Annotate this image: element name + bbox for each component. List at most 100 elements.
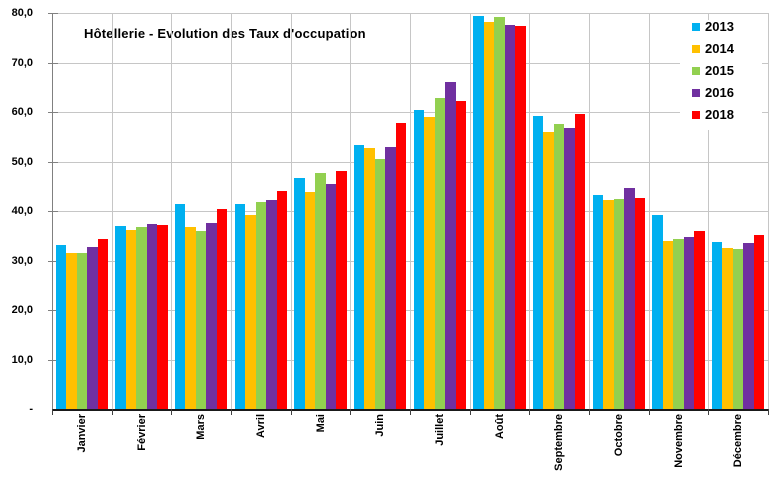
vertical-gridline	[231, 13, 232, 409]
bar-2016-Septembre	[564, 128, 575, 409]
bar-2013-Septembre	[532, 115, 544, 409]
x-axis-label: Août	[493, 414, 506, 440]
vertical-gridline	[768, 13, 769, 409]
bar-2018-Août	[515, 25, 526, 409]
bar-2015-Janvier	[76, 252, 88, 409]
x-axis-label: Février	[135, 414, 148, 451]
bar-2016-Avril	[266, 200, 277, 409]
vertical-gridline	[350, 13, 352, 409]
legend-item-2018: 2018	[680, 108, 762, 122]
x-axis-label: Novembre	[672, 414, 685, 468]
legend-swatch-2013	[692, 23, 700, 31]
y-axis-label: 60,0	[11, 106, 33, 118]
bar-2013-Juillet	[413, 109, 425, 409]
legend-item-2013: 2013	[680, 20, 762, 34]
bar-2014-Août	[483, 21, 495, 409]
x-axis-label: Décembre	[732, 414, 745, 468]
bar-2015-Novembre	[673, 239, 684, 409]
bar-2016-Décembre	[743, 243, 754, 409]
bar-2014-Décembre	[722, 248, 733, 409]
bar-2018-Juin	[395, 123, 407, 409]
vertical-gridline	[648, 13, 650, 409]
x-axis-tick	[171, 409, 173, 415]
x-axis-label: Juillet	[433, 414, 446, 446]
bar-2016-Mars	[206, 222, 217, 409]
y-axis-label: 10,0	[11, 353, 33, 366]
bar-2018-Septembre	[574, 113, 586, 409]
bar-2018-Décembre	[753, 235, 765, 409]
y-axis-label: 30,0	[11, 254, 33, 267]
bar-2014-Février	[125, 229, 137, 409]
vertical-gridline	[171, 13, 173, 409]
vertical-gridline	[290, 13, 292, 409]
vertical-gridline	[708, 13, 710, 409]
legend-item-2016: 2016	[680, 86, 762, 100]
bar-2016-Octobre	[624, 187, 635, 409]
vertical-gridline	[410, 13, 411, 409]
bar-2016-Juillet	[445, 82, 456, 409]
x-axis-tick	[469, 409, 471, 415]
x-axis-label: Mai	[314, 414, 327, 433]
chart-title: Hôtellerie - Evolution des Taux d'occupa…	[84, 26, 366, 41]
x-axis-tick	[290, 409, 292, 415]
x-axis-label: Avril	[254, 414, 267, 439]
bar-2013-Juin	[353, 144, 365, 409]
bar-2015-Décembre	[732, 248, 744, 409]
bar-2013-Décembre	[711, 242, 723, 409]
bar-2018-Novembre	[694, 230, 705, 409]
bar-2015-Mars	[195, 231, 207, 409]
vertical-gridline	[529, 13, 531, 409]
x-axis-label: Octobre	[612, 414, 625, 457]
bar-2016-Mai	[325, 183, 337, 409]
y-axis-label: 70,0	[11, 56, 33, 69]
bar-2013-Mai	[294, 177, 305, 409]
y-axis-label: 80,0	[11, 7, 33, 19]
legend-swatch-2014	[692, 45, 700, 53]
bar-2014-Septembre	[543, 131, 554, 409]
bar-2016-Août	[504, 25, 516, 409]
y-axis-tick	[48, 310, 58, 311]
bar-2014-Octobre	[603, 200, 614, 409]
legend-swatch-2016	[692, 89, 700, 97]
x-axis-tick	[648, 409, 650, 415]
legend-label: 2016	[705, 85, 734, 100]
legend: 2013 2014 2015 2016 2018	[680, 20, 762, 130]
y-axis-tick	[48, 62, 58, 64]
vertical-gridline	[111, 13, 113, 409]
bar-2018-Avril	[276, 190, 288, 409]
legend-label: 2018	[705, 107, 734, 122]
x-axis-tick	[410, 409, 411, 415]
bar-2014-Mai	[304, 192, 316, 409]
x-axis-tick	[589, 409, 590, 415]
y-axis-label: 40,0	[11, 205, 33, 217]
bar-2018-Mai	[336, 170, 347, 409]
bar-2015-Octobre	[613, 199, 625, 409]
legend-item-2015: 2015	[680, 64, 762, 78]
bar-2013-Novembre	[652, 214, 663, 409]
x-axis-tick	[350, 409, 352, 415]
bar-2014-Mars	[185, 226, 196, 409]
bar-2013-Mars	[174, 203, 186, 409]
y-axis-tick	[48, 260, 58, 262]
x-axis-tick	[708, 409, 710, 415]
bar-2015-Août	[494, 16, 505, 409]
legend-swatch-2015	[692, 67, 700, 75]
bar-2018-Juillet	[455, 100, 467, 409]
y-axis-tick	[48, 112, 58, 113]
bar-2015-Juillet	[434, 98, 446, 409]
bar-2014-Avril	[245, 214, 256, 409]
bar-2014-Janvier	[66, 252, 77, 409]
bar-2018-Mars	[216, 208, 228, 409]
bar-2018-Février	[157, 225, 168, 409]
legend-swatch-2018	[692, 111, 700, 119]
bar-2013-Octobre	[592, 195, 604, 409]
y-axis-label: -	[29, 403, 33, 415]
x-axis-tick	[231, 409, 232, 415]
legend-item-2014: 2014	[680, 42, 762, 56]
bar-2016-Novembre	[683, 237, 695, 409]
y-axis-tick	[48, 211, 58, 212]
x-axis-label: Mars	[195, 414, 208, 440]
x-axis-tick	[529, 409, 531, 415]
bar-2013-Avril	[234, 204, 246, 409]
y-axis-tick	[48, 13, 58, 14]
